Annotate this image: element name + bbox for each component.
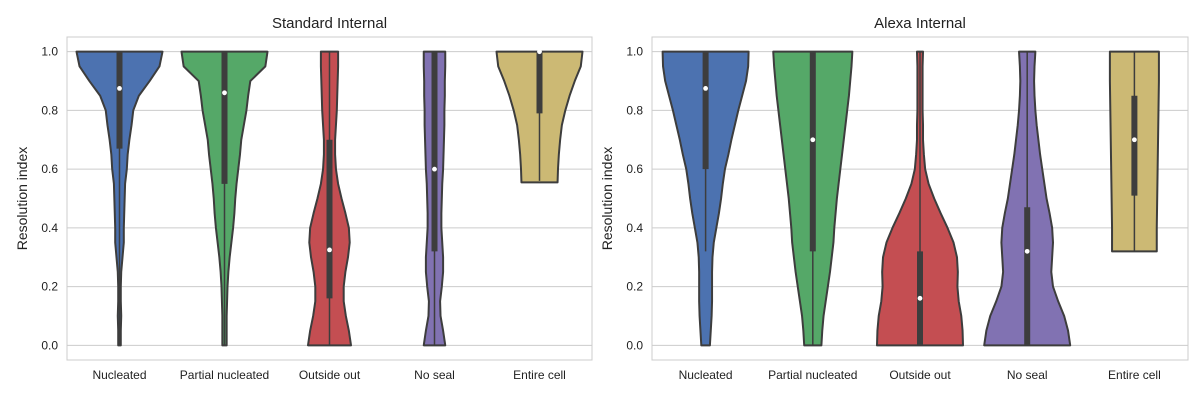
y-tick-label: 0.2	[626, 280, 643, 294]
x-tick-label: No seal	[414, 368, 455, 382]
panel-standard-internal: 0.0 0.2 0.4 0.6 0.8 1.0 Resolution index Standa…	[14, 15, 593, 382]
y-tick-label: 0.6	[626, 162, 643, 176]
axes-frame	[66, 36, 593, 361]
x-tick-label: Nucleated	[679, 368, 733, 382]
x-tick-label: Nucleated	[92, 368, 146, 382]
axes-frame	[651, 36, 1189, 361]
x-tick-label: Partial nucleated	[768, 368, 857, 382]
violin-median-point	[537, 49, 542, 55]
violin-median-point	[917, 295, 923, 301]
violin-median-point	[703, 85, 708, 91]
y-axis-label: Resolution index	[599, 147, 615, 251]
panel-alexa-internal: 0.0 0.2 0.4 0.6 0.8 1.0 Resolution index Alexa …	[599, 15, 1189, 382]
violin-median-point	[810, 137, 816, 143]
y-tick-label: 1.0	[41, 45, 58, 59]
x-tick-label: Entire cell	[1108, 368, 1161, 382]
y-tick-label: 0.0	[626, 338, 643, 352]
y-axis-label: Resolution index	[14, 147, 30, 251]
violin-median-point	[222, 90, 227, 96]
y-tick-label: 0.8	[41, 103, 58, 117]
violin-median-point	[117, 85, 122, 91]
chart-title: Alexa Internal	[874, 15, 966, 32]
y-tick-label: 0.8	[626, 103, 643, 117]
x-tick-label: Outside out	[299, 368, 361, 382]
violin-median-point	[327, 247, 332, 253]
x-tick-label: No seal	[1007, 368, 1048, 382]
y-tick-label: 0.0	[41, 338, 58, 352]
x-tick-label: Partial nucleated	[180, 368, 269, 382]
y-tick-label: 0.2	[41, 280, 58, 294]
x-tick-label: Outside out	[889, 368, 951, 382]
x-tick-label: Entire cell	[513, 368, 566, 382]
violin-median-point	[1132, 137, 1137, 143]
y-tick-label: 0.4	[626, 221, 643, 235]
y-tick-label: 1.0	[626, 45, 643, 59]
chart-title: Standard Internal	[272, 15, 387, 32]
y-tick-label: 0.4	[41, 221, 58, 235]
violin-median-point	[432, 166, 437, 172]
y-tick-label: 0.6	[41, 162, 58, 176]
violin-median-point	[1024, 248, 1030, 254]
